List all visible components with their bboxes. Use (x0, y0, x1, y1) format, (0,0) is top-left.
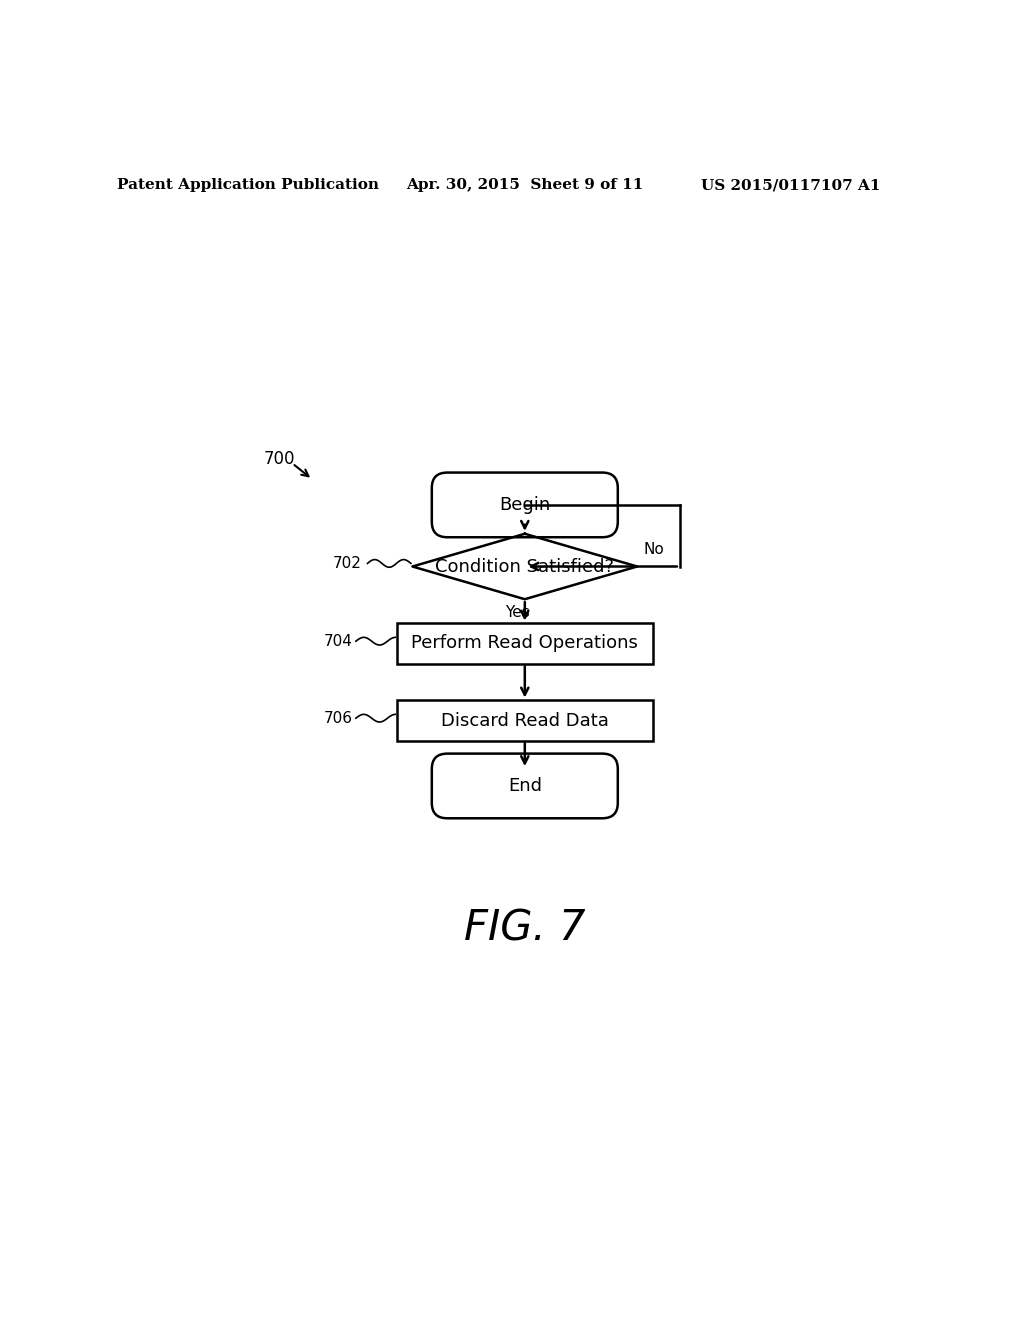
Text: Apr. 30, 2015  Sheet 9 of 11: Apr. 30, 2015 Sheet 9 of 11 (407, 178, 643, 193)
Text: 706: 706 (324, 710, 352, 726)
Text: Patent Application Publication: Patent Application Publication (117, 178, 379, 193)
Text: Condition Satisfied?: Condition Satisfied? (435, 557, 614, 576)
Bar (397, 623, 652, 664)
Text: 704: 704 (324, 634, 352, 648)
Text: Perform Read Operations: Perform Read Operations (412, 635, 638, 652)
Text: 702: 702 (333, 556, 362, 572)
Text: End: End (508, 777, 542, 795)
FancyBboxPatch shape (432, 754, 617, 818)
Text: US 2015/0117107 A1: US 2015/0117107 A1 (700, 178, 881, 193)
Text: FIG. 7: FIG. 7 (464, 907, 586, 949)
FancyBboxPatch shape (432, 473, 617, 537)
Text: No: No (643, 543, 665, 557)
Bar (397, 701, 652, 741)
Text: Begin: Begin (499, 496, 551, 513)
Text: Yes: Yes (505, 606, 529, 620)
Text: Discard Read Data: Discard Read Data (441, 711, 608, 730)
Text: 700: 700 (263, 450, 295, 467)
